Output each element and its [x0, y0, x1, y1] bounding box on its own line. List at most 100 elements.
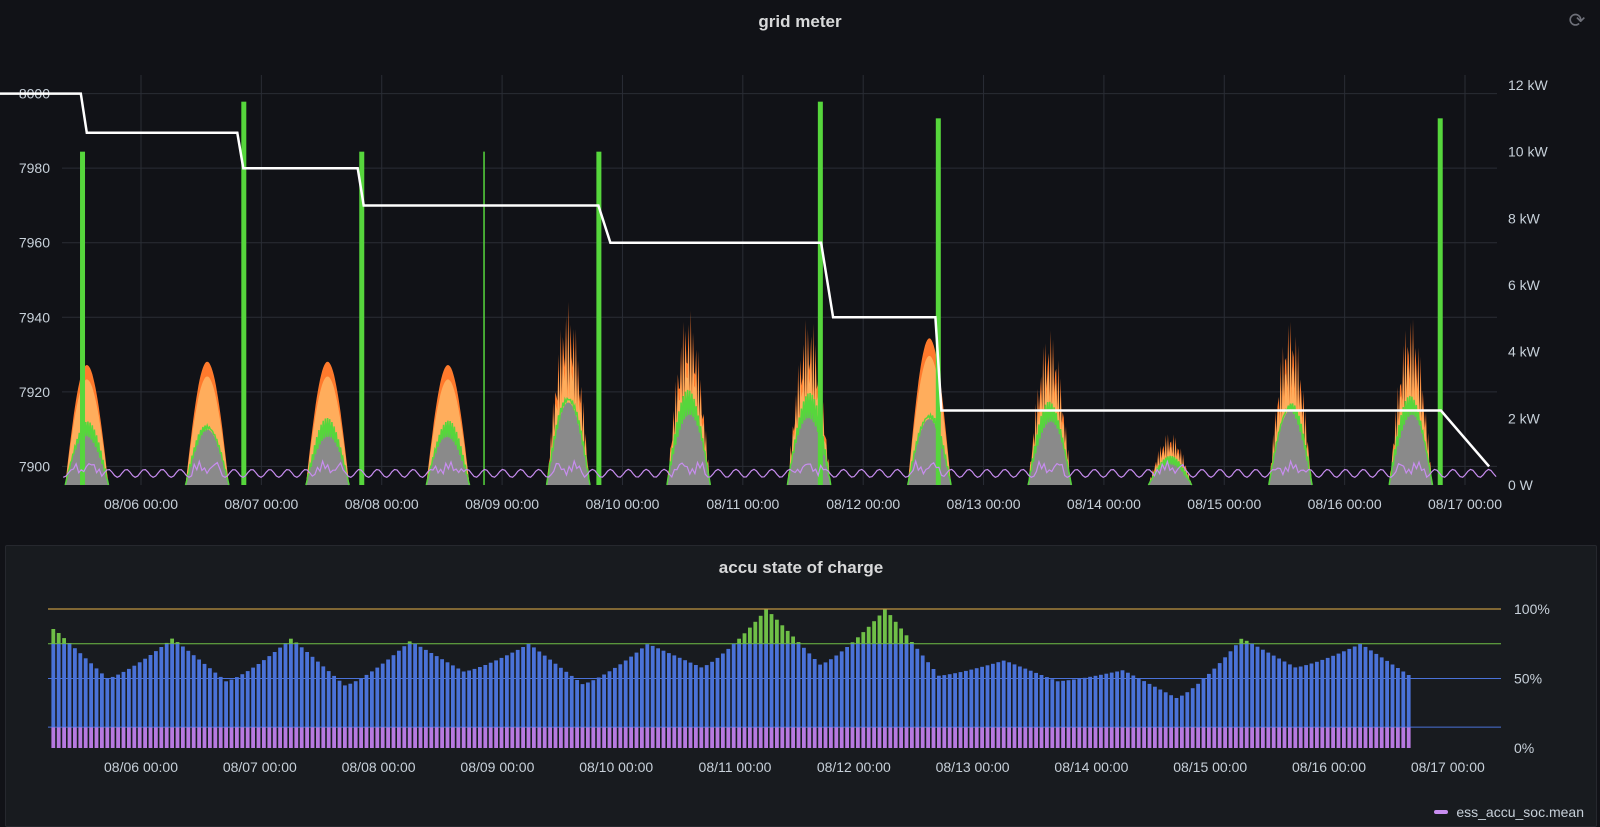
- soc-bar-base: [305, 727, 309, 748]
- soc-bar: [656, 648, 660, 728]
- soc-bar-base: [1190, 727, 1195, 748]
- soc-bar: [326, 671, 331, 728]
- soc-bar-base: [623, 727, 628, 748]
- soc-bar: [785, 643, 790, 728]
- soc-bar: [1061, 680, 1065, 728]
- soc-bar-base: [1304, 727, 1308, 748]
- soc-bar-base: [532, 727, 536, 748]
- soc-bar: [515, 649, 520, 728]
- soc-bar-high: [753, 621, 758, 644]
- soc-bar: [1266, 652, 1271, 728]
- soc-bar: [94, 668, 99, 728]
- soc-bar: [251, 667, 255, 728]
- soc-bar-base: [780, 727, 785, 748]
- soc-bar: [829, 659, 833, 728]
- soc-bar: [564, 671, 569, 728]
- soc-bar: [299, 647, 304, 728]
- soc-bar: [942, 675, 947, 728]
- gray-area: [666, 405, 711, 485]
- soc-bar-base: [1001, 727, 1006, 748]
- soc-bar-base: [1320, 727, 1325, 748]
- soc-bar: [121, 671, 126, 728]
- soc-bar: [1109, 672, 1114, 728]
- soc-bar: [472, 668, 477, 728]
- soc-bar: [353, 681, 358, 728]
- soc-bar: [580, 684, 585, 728]
- soc-bar-base: [294, 727, 299, 748]
- soc-bar: [791, 643, 795, 728]
- soc-bar: [802, 647, 806, 728]
- soc-bar: [1147, 683, 1152, 728]
- soc-bar: [812, 659, 817, 728]
- soc-bar-high: [893, 621, 898, 644]
- soc-bar: [537, 651, 542, 728]
- soc-bar: [1174, 698, 1179, 728]
- soc-bar-base: [618, 727, 623, 748]
- soc-bar: [769, 643, 774, 728]
- soc-bar-base: [856, 727, 860, 748]
- soc-bar: [1396, 668, 1400, 728]
- soc-bar-base: [359, 727, 363, 748]
- soc-bar-base: [1163, 727, 1168, 748]
- soc-bar: [240, 674, 245, 728]
- soc-bar-high: [850, 642, 855, 644]
- soc-bar-base: [175, 727, 180, 748]
- soc-bar: [937, 675, 941, 728]
- soc-bar: [1115, 671, 1119, 728]
- soc-bar: [748, 643, 752, 728]
- soc-bar: [753, 643, 758, 728]
- y-right-tick: 0 W: [1508, 477, 1534, 493]
- x-tick: 08/12 00:00: [826, 496, 900, 512]
- soc-bar-base: [413, 727, 417, 748]
- soc-bar-high: [170, 638, 174, 644]
- soc-bar: [218, 676, 223, 728]
- soc-bar-base: [758, 727, 763, 748]
- soc-bar-base: [775, 727, 779, 748]
- soc-bar-base: [661, 727, 666, 748]
- soc-bar-high: [872, 621, 876, 644]
- soc-bar: [1320, 659, 1325, 728]
- x-tick: 08/11 00:00: [706, 496, 779, 512]
- soc-bar: [434, 656, 439, 728]
- soc-bar-base: [407, 727, 412, 748]
- soc-bar-base: [78, 727, 83, 748]
- soc-bar: [316, 661, 320, 728]
- soc-bar: [645, 644, 650, 728]
- green-line: [64, 421, 110, 486]
- soc-bar: [1379, 657, 1384, 728]
- x-tick: 08/06 00:00: [104, 496, 178, 512]
- legend[interactable]: ess_accu_soc.mean: [1434, 804, 1584, 820]
- soc-bar: [1347, 648, 1352, 728]
- soc-bar: [591, 680, 596, 728]
- soc-bar-high: [51, 629, 56, 644]
- soc-bar-base: [278, 727, 282, 748]
- soc-bar-base: [942, 727, 947, 748]
- soc-bar: [1050, 679, 1055, 728]
- gray-area: [185, 429, 229, 485]
- soc-bar-base: [910, 727, 914, 748]
- soc-bar: [235, 677, 239, 728]
- soc-bar: [731, 643, 736, 728]
- soc-bar: [143, 658, 147, 728]
- soc-bar-high: [56, 633, 61, 644]
- soc-bar-base: [105, 727, 110, 748]
- soc-bar: [510, 652, 515, 728]
- soc-bar: [650, 645, 655, 728]
- soc-bar-base: [321, 727, 326, 748]
- y-left-tick: 7900: [19, 458, 50, 474]
- refresh-icon[interactable]: ⟳: [1568, 10, 1586, 32]
- green-line: [1268, 403, 1313, 486]
- soc-bar-high: [764, 609, 768, 644]
- soc-bar-base: [753, 727, 758, 748]
- x-tick: 08/08 00:00: [342, 759, 416, 775]
- soc-bar-base: [710, 727, 714, 748]
- soc-bar-base: [926, 727, 930, 748]
- soc-bar: [613, 667, 617, 728]
- soc-bar: [559, 667, 563, 728]
- soc-bar-base: [283, 727, 288, 748]
- soc-bar: [1001, 660, 1006, 728]
- soc-bar-high: [175, 642, 180, 644]
- soc-bar: [402, 646, 407, 728]
- green-line: [1388, 395, 1434, 486]
